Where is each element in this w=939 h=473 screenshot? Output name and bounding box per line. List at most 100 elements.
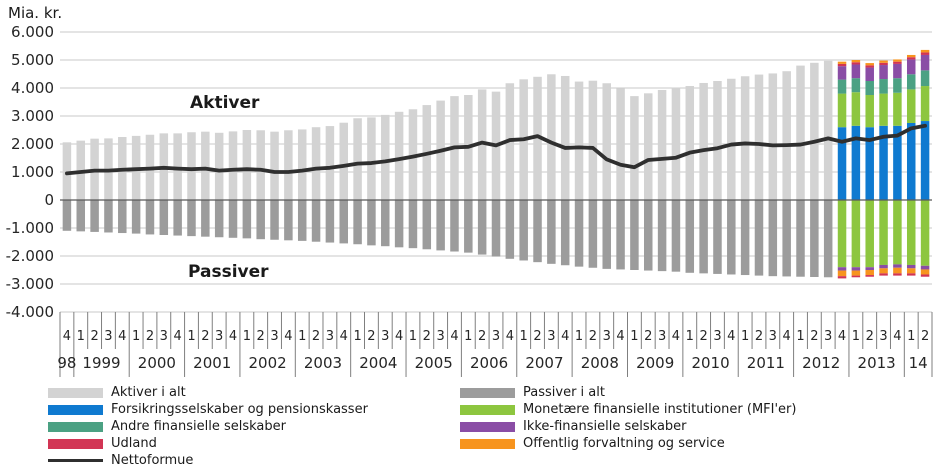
bar-passiver-i-alt <box>491 200 501 257</box>
bar-andre-assets <box>893 78 902 93</box>
bar-ikke-assets <box>920 54 930 71</box>
bar-andre-assets <box>920 70 930 87</box>
quarter-tick-label: 3 <box>658 329 666 344</box>
quarter-tick-label: 1 <box>187 329 195 344</box>
bar-offentlig-liabilities <box>865 270 874 276</box>
bar-offentlig-liabilities <box>906 268 916 274</box>
bar-aktiver-i-alt <box>394 111 404 200</box>
bar-aktiver-i-alt <box>353 118 362 200</box>
legend-swatch-ikke <box>460 421 515 432</box>
bar-aktiver-i-alt <box>381 114 390 200</box>
quarter-tick-label: 1 <box>243 329 251 344</box>
year-tick-label: 2006 <box>470 354 508 372</box>
bar-ikke-assets <box>865 67 874 81</box>
legend-swatch-forsikring <box>48 404 103 415</box>
bar-ikke-assets <box>906 59 916 75</box>
year-tick-label: 2008 <box>581 354 619 372</box>
legend-label: Andre finansielle selskaber <box>111 419 286 434</box>
bar-offentlig-liabilities <box>851 270 861 276</box>
bar-aktiver-i-alt <box>325 126 335 200</box>
legend-label: Passiver i alt <box>523 385 605 400</box>
quarter-tick-label: 4 <box>561 329 569 344</box>
year-tick-label: 2005 <box>415 354 453 372</box>
quarter-tick-label: 3 <box>879 329 887 344</box>
quarter-tick-label: 2 <box>423 329 431 344</box>
quarter-tick-label: 2 <box>312 329 320 344</box>
bar-passiver-i-alt <box>630 200 639 270</box>
legend-item-offentlig: Offentlig forvaltning og service <box>460 435 939 452</box>
bar-aktiver-i-alt <box>62 142 72 200</box>
bar-passiver-i-alt <box>740 200 750 276</box>
y-tick-label: 0 <box>44 191 54 209</box>
bar-udland-assets <box>879 62 888 66</box>
bar-passiver-i-alt <box>325 200 335 243</box>
legend-label: Aktiver i alt <box>111 385 186 400</box>
quarter-tick-label: 1 <box>77 329 85 344</box>
year-tick-label: 14 <box>909 354 928 372</box>
quarter-tick-label: 3 <box>104 329 112 344</box>
quarter-tick-label: 4 <box>63 329 71 344</box>
bar-aktiver-i-alt <box>187 132 196 200</box>
y-axis-unit-label: Mia. kr. <box>8 4 63 22</box>
bar-ikke-assets <box>837 66 847 80</box>
quarter-tick-label: 3 <box>160 329 168 344</box>
quarter-tick-label: 2 <box>755 329 763 344</box>
y-tick-label: 5.000 <box>11 51 54 69</box>
y-tick-label: -3.000 <box>6 275 54 293</box>
bar-passiver-i-alt <box>602 200 611 269</box>
bar-mfi-liabilities <box>906 200 916 265</box>
quarter-tick-label: 2 <box>644 329 652 344</box>
quarter-tick-label: 2 <box>367 329 375 344</box>
bar-passiver-i-alt <box>228 200 238 238</box>
bar-aktiver-i-alt <box>367 117 376 200</box>
quarter-tick-label: 3 <box>769 329 777 344</box>
bar-passiver-i-alt <box>547 200 556 264</box>
bar-forsikring-assets <box>920 121 930 200</box>
bar-passiver-i-alt <box>131 200 141 234</box>
bar-udland-liabilities <box>851 275 861 278</box>
bar-passiver-i-alt <box>657 200 667 272</box>
bar-mfi-assets <box>906 89 916 123</box>
legend-item-udland: Udland <box>48 435 460 452</box>
quarter-tick-label: 2 <box>810 329 818 344</box>
year-tick-label: 2002 <box>249 354 287 372</box>
legend-item-ikke: Ikke-finansielle selskaber <box>460 418 939 435</box>
bar-passiver-i-alt <box>464 200 473 253</box>
bar-aktiver-i-alt <box>339 122 348 200</box>
bar-passiver-i-alt <box>394 200 404 248</box>
bar-passiver-i-alt <box>242 200 252 239</box>
quarter-tick-label: 4 <box>395 329 403 344</box>
bar-passiver-i-alt <box>505 200 515 259</box>
quarter-tick-label: 2 <box>589 329 597 344</box>
quarter-tick-label: 1 <box>686 329 694 344</box>
bar-aktiver-i-alt <box>754 74 764 200</box>
bar-forsikring-assets <box>837 127 847 200</box>
legend-item-mfi: Monetære finansielle institutioner (MFI'… <box>460 401 939 418</box>
bar-aktiver-i-alt <box>713 81 722 200</box>
bar-aktiver-i-alt <box>644 93 653 200</box>
bar-aktiver-i-alt <box>699 82 708 200</box>
y-tick-label: 1.000 <box>11 163 54 181</box>
bar-mfi-liabilities <box>837 200 847 268</box>
bar-aktiver-i-alt <box>256 130 265 200</box>
bar-passiver-i-alt <box>768 200 778 277</box>
bar-mfi-liabilities <box>851 200 861 268</box>
bar-passiver-i-alt <box>422 200 432 250</box>
bar-passiver-i-alt <box>616 200 625 270</box>
bar-ikke-assets <box>879 65 888 80</box>
quarter-tick-label: 4 <box>783 329 791 344</box>
bar-udland-assets <box>865 65 874 68</box>
bar-aktiver-i-alt <box>796 65 805 200</box>
year-tick-label: 2009 <box>636 354 674 372</box>
bar-passiver-i-alt <box>381 200 390 247</box>
legend-item-forsikring: Forsikringsselskaber og pensionskasser <box>48 401 460 418</box>
bar-passiver-i-alt <box>145 200 155 235</box>
year-tick-label: 2013 <box>858 354 896 372</box>
quarter-tick-label: 4 <box>174 329 182 344</box>
legend-label: Offentlig forvaltning og service <box>523 436 725 451</box>
quarter-tick-label: 2 <box>201 329 209 344</box>
bar-passiver-i-alt <box>713 200 722 274</box>
bar-udland-assets <box>920 52 930 55</box>
quarter-tick-label: 3 <box>547 329 555 344</box>
bar-udland-liabilities <box>920 274 930 277</box>
